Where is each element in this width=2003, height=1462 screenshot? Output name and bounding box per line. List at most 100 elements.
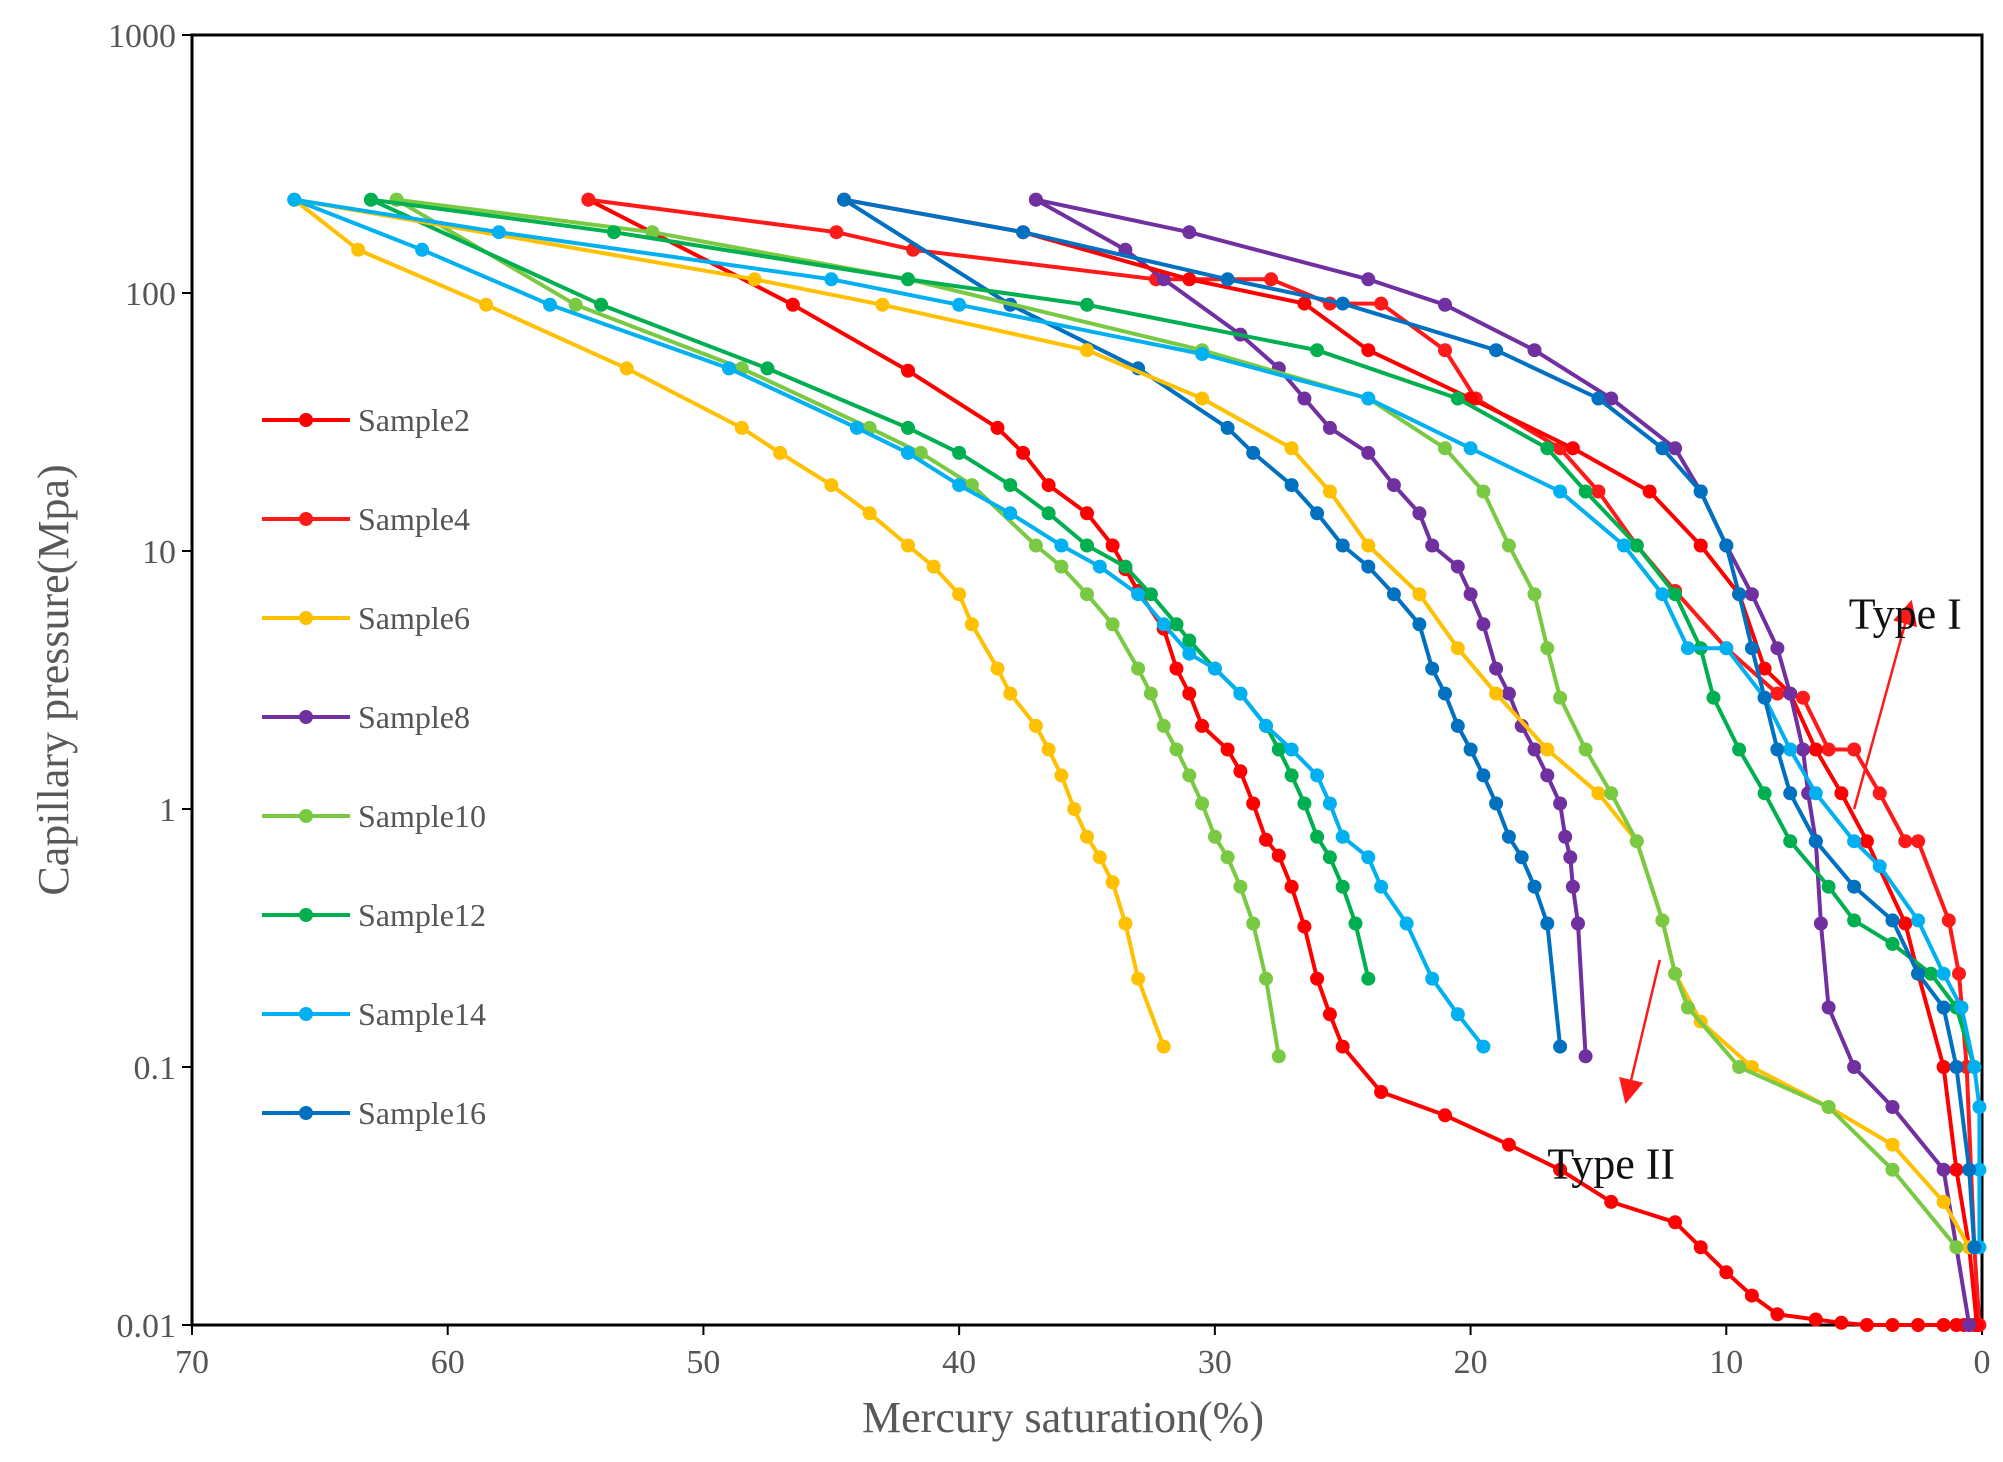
data-point [1885,1318,1900,1332]
data-point [1156,272,1171,287]
series-sample2 [581,192,1984,1332]
data-point [1949,1240,1964,1255]
legend-label: Sample16 [358,1095,486,1131]
data-point [1131,587,1146,602]
data-point [1847,742,1862,757]
data-point [1054,538,1069,553]
data-point [1131,661,1146,676]
data-point [1438,343,1452,358]
data-point [1386,478,1401,493]
data-point [1834,786,1849,801]
x-axis: 70 60 50 40 30 20 10 0 [175,1325,1991,1381]
legend-label: Sample14 [358,996,486,1032]
data-point [1054,559,1069,574]
data-point [1182,768,1197,783]
data-point [1003,686,1018,701]
data-point [1642,484,1657,499]
data-point [287,192,302,207]
legend-swatch-marker [299,512,313,526]
data-point [1972,1162,1987,1177]
data-point [1941,913,1956,928]
data-point [1297,919,1312,934]
data-point [1322,420,1337,435]
series-curve-10 [287,192,1977,1255]
data-point [1195,718,1210,733]
data-point [1067,802,1082,816]
data-point [1770,641,1785,656]
data-point [1501,829,1516,844]
data-point [964,617,979,632]
data-point [1540,916,1555,931]
data-point [952,297,967,312]
data-point [1719,538,1734,553]
data-point [1361,445,1376,460]
series-curve-13 [287,192,1987,1255]
data-point [619,361,634,376]
data-point [1936,1000,1951,1015]
data-point [1271,742,1286,757]
data-point [952,445,967,460]
legend-entry-sample8: Sample8 [262,699,470,735]
data-point [1335,1039,1350,1054]
data-point [1016,225,1031,240]
data-point [824,478,839,493]
data-point [1438,686,1452,701]
series-curve-14 [837,192,1982,1255]
data-point [760,361,775,376]
data-point [1182,272,1197,287]
series-curve-11 [389,192,1964,1255]
data-point [1668,587,1683,602]
data-point [1847,834,1862,849]
data-point [1233,686,1248,701]
data-point [1259,718,1273,733]
y-tick-label: 10 [142,534,176,571]
data-point [1310,971,1325,986]
data-point [1182,225,1197,240]
data-point [1783,686,1798,701]
data-point [1693,538,1708,553]
data-point [1412,587,1427,602]
legend-label: Sample12 [358,897,486,933]
data-point [1297,296,1312,311]
data-point [1813,916,1828,931]
legend-entry-sample10: Sample10 [262,798,486,834]
legend-label: Sample4 [358,501,470,537]
data-point [1553,1162,1568,1177]
legend-swatch-marker [299,413,313,427]
data-point [1972,1100,1987,1114]
data-point [1719,641,1734,656]
data-point [1054,768,1069,783]
data-point [1952,966,1966,981]
x-tick-label: 70 [175,1344,209,1381]
data-point [1220,272,1235,287]
legend-entry-sample6: Sample6 [262,600,470,636]
data-point [1412,617,1427,632]
data-point [1105,875,1120,890]
data-point [1246,445,1261,460]
data-point [1757,786,1772,801]
data-point [1169,742,1184,757]
data-point [1092,559,1107,574]
data-point [1489,686,1504,701]
data-point [1655,913,1670,928]
data-point [1527,587,1542,602]
data-point [952,478,967,493]
data-point [1936,1194,1951,1209]
data-point [1310,768,1325,783]
data-point [1821,742,1836,757]
data-point [1514,718,1529,733]
data-point [1954,1000,1969,1015]
data-point [1719,1265,1734,1280]
data-point [1898,916,1913,931]
data-point [1361,343,1376,358]
data-point [594,297,609,312]
data-point [1629,834,1644,849]
data-point [581,192,596,207]
data-point [1374,1085,1389,1099]
data-point [1558,829,1573,844]
data-point [1310,343,1325,358]
legend-entry-sample12: Sample12 [262,897,486,933]
data-point [1361,272,1376,287]
data-point [1425,538,1440,553]
data-point [1361,391,1376,406]
